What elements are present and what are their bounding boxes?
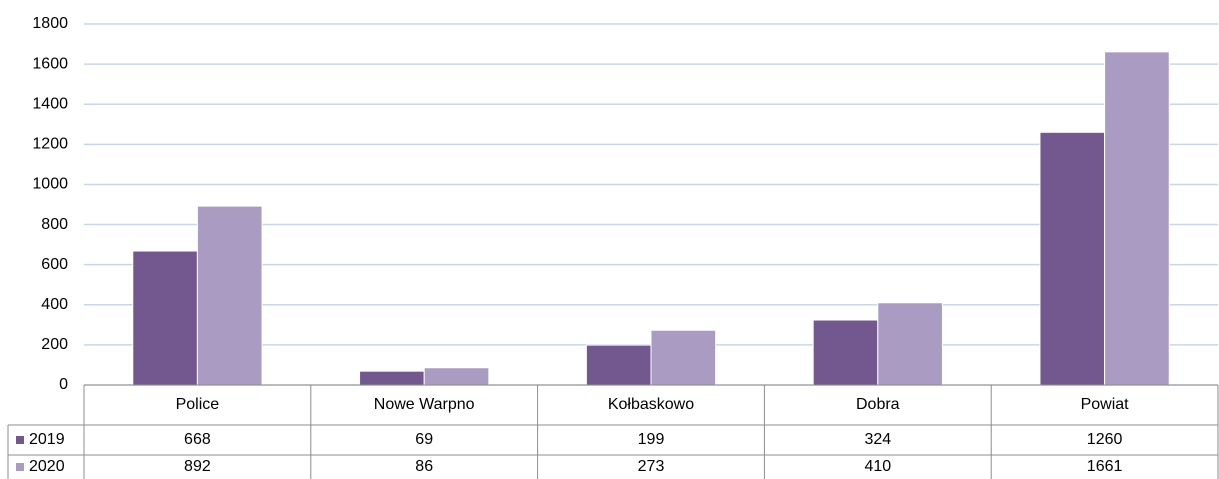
y-tick-label: 400	[41, 296, 68, 313]
bar	[877, 302, 943, 386]
x-tick-label: Nowe Warpno	[374, 396, 475, 413]
y-tick-label: 1400	[32, 95, 68, 112]
legend-label: 2020	[29, 458, 65, 475]
y-tick-label: 0	[59, 376, 68, 393]
bar	[132, 250, 198, 386]
bar	[585, 344, 652, 386]
table-value: 1661	[1087, 458, 1123, 475]
y-tick-label: 1800	[32, 15, 68, 32]
bar	[812, 319, 879, 386]
y-tick-label: 1200	[32, 136, 68, 153]
table-value: 892	[184, 458, 211, 475]
legend-swatch	[16, 463, 24, 471]
bar	[1039, 131, 1106, 386]
y-tick-label: 200	[41, 336, 68, 353]
table-value: 86	[415, 458, 433, 475]
x-tick-label: Kołbaskowo	[608, 396, 694, 413]
x-tick-label: Powiat	[1081, 396, 1130, 413]
y-tick-label: 800	[41, 216, 68, 233]
x-tick-label: Dobra	[856, 396, 900, 413]
table-value: 199	[638, 431, 665, 448]
bar	[196, 205, 263, 386]
y-tick-label: 1600	[32, 55, 68, 72]
legend-swatch	[16, 436, 24, 444]
legend-label: 2019	[29, 431, 65, 448]
bar	[1104, 51, 1170, 386]
x-tick-label: Police	[176, 396, 220, 413]
table-value: 69	[415, 431, 433, 448]
table-value: 1260	[1087, 431, 1123, 448]
table-value: 668	[184, 431, 211, 448]
bar	[650, 329, 717, 386]
bar	[423, 367, 490, 386]
bar	[359, 370, 425, 386]
table-value: 273	[638, 458, 665, 475]
table-value: 410	[864, 458, 891, 475]
y-tick-label: 1000	[32, 176, 68, 193]
y-tick-label: 600	[41, 256, 68, 273]
table-value: 324	[864, 431, 891, 448]
